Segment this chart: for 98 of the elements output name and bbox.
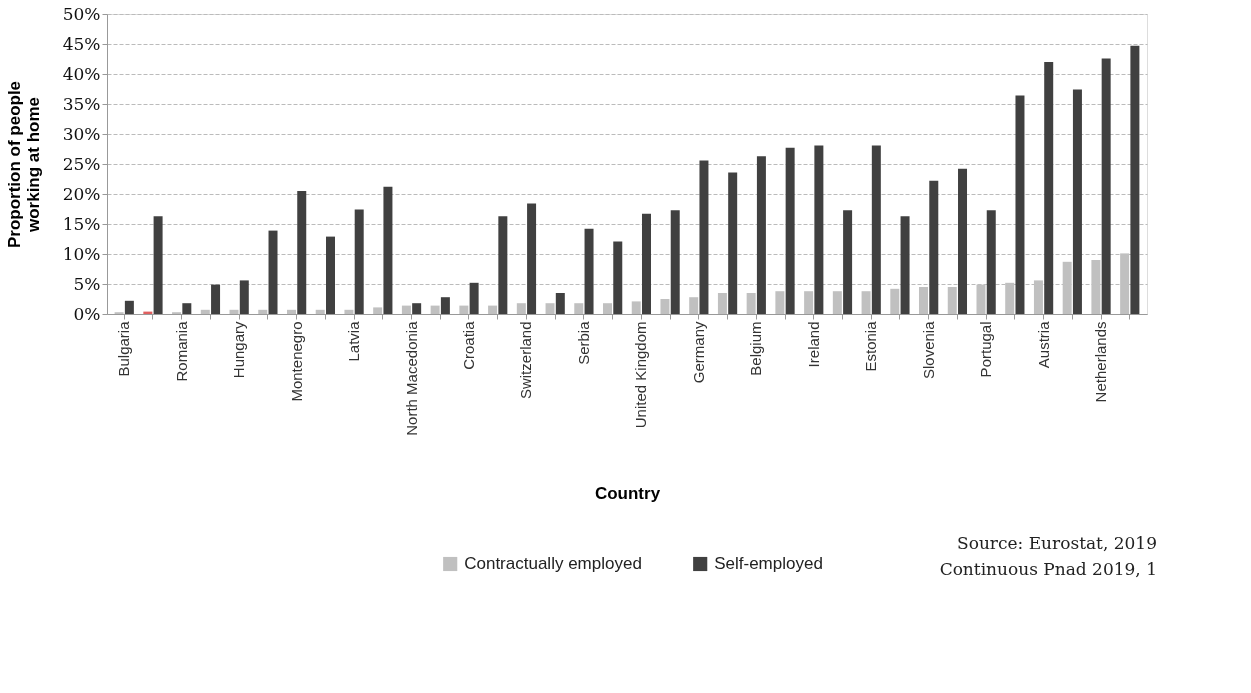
y-tick-label: 45% [62, 33, 101, 54]
bar [584, 228, 594, 314]
bar [900, 216, 910, 314]
bar [555, 293, 565, 314]
bar [785, 147, 795, 314]
bar [383, 186, 393, 314]
bar [315, 309, 325, 314]
bar [239, 280, 249, 314]
legend-label: Contractually employed [464, 554, 642, 573]
bar [344, 309, 354, 314]
bar [670, 210, 680, 314]
x-tick-label: Montenegro [287, 321, 305, 402]
bar [947, 287, 957, 314]
bar [153, 216, 163, 314]
bar [717, 293, 727, 314]
x-tick-label: Croatia [459, 320, 477, 370]
legend-label: Self-employed [714, 554, 823, 573]
bar [958, 168, 968, 314]
bar [401, 305, 411, 314]
bar [258, 309, 268, 314]
bar [430, 305, 440, 314]
bar [527, 203, 537, 314]
bar [1072, 89, 1082, 314]
x-tick-label: Belgium [747, 321, 765, 376]
bar [631, 301, 641, 314]
x-tick-label: Latvia [345, 320, 363, 362]
bar [728, 172, 738, 314]
y-tick-label: 30% [62, 123, 101, 144]
bar [498, 216, 508, 314]
x-tick-label: Switzerland [517, 321, 535, 400]
y-tick-label: 25% [62, 153, 101, 174]
bar [871, 145, 881, 314]
y-tick-label: 40% [62, 63, 101, 84]
bar [986, 210, 996, 314]
bar [1101, 58, 1111, 314]
bar [1015, 95, 1025, 314]
bar [200, 309, 210, 314]
x-tick-label: Slovenia [919, 320, 937, 380]
y-tick-label: 35% [62, 93, 101, 114]
bar [689, 297, 699, 314]
bar [890, 288, 900, 314]
x-tick-label: Netherlands [1092, 321, 1110, 403]
bar [929, 180, 939, 314]
y-axis-title: Proportion of people working at home [4, 80, 43, 249]
bar [574, 303, 584, 314]
y-tick-label: 15% [62, 213, 101, 234]
text: Continuous Pnad 2019, 1 [939, 559, 1157, 579]
bar [756, 156, 766, 314]
x-tick-label: Bulgaria [115, 320, 133, 377]
bar [516, 303, 526, 314]
x-tick-label: Austria [1034, 320, 1052, 369]
y-tick-label: 10% [62, 243, 101, 264]
bar [832, 291, 842, 314]
bar [459, 305, 469, 314]
bar [814, 145, 824, 314]
bar [354, 209, 364, 314]
bar [182, 303, 192, 314]
bar [613, 241, 623, 314]
x-tick-label: United Kingdom [632, 321, 650, 429]
bar [469, 282, 479, 314]
bar [286, 309, 296, 314]
bar [488, 305, 498, 314]
bar [268, 230, 278, 314]
y-tick-label: 50% [62, 3, 101, 24]
y-tick-label: 5% [73, 273, 101, 294]
bar [545, 303, 555, 314]
y-tick-label: 0% [73, 303, 101, 324]
bar [603, 303, 613, 314]
x-tick-label: Hungary [230, 321, 248, 379]
bar [843, 210, 853, 314]
bar [124, 300, 134, 314]
x-tick-label: Estonia [862, 320, 880, 372]
bar [211, 284, 221, 314]
bar [440, 297, 450, 314]
source-note: Source: Eurostat, 2019 [957, 533, 1157, 553]
bar [229, 309, 239, 314]
bar [746, 293, 756, 314]
x-axis-title: Country [594, 483, 661, 503]
bar [1044, 62, 1054, 314]
bar [660, 299, 670, 314]
x-tick-label: North Macedonia [402, 320, 420, 436]
bar [775, 291, 785, 314]
x-tick-label: Romania [172, 320, 190, 382]
bar [1130, 45, 1140, 314]
x-tick-label: Portugal [977, 321, 995, 378]
x-tick-label: Ireland [804, 321, 822, 368]
bar [919, 287, 929, 314]
y-tick-label: 20% [62, 183, 101, 204]
bar [297, 191, 307, 314]
bar [861, 291, 871, 314]
bar [699, 160, 709, 314]
bar [373, 307, 383, 314]
x-tick-label: Serbia [574, 320, 592, 365]
x-tick-label: Germany [689, 321, 707, 384]
bar [325, 236, 335, 314]
bar [641, 213, 651, 314]
bar [412, 303, 422, 314]
bar [804, 291, 814, 314]
